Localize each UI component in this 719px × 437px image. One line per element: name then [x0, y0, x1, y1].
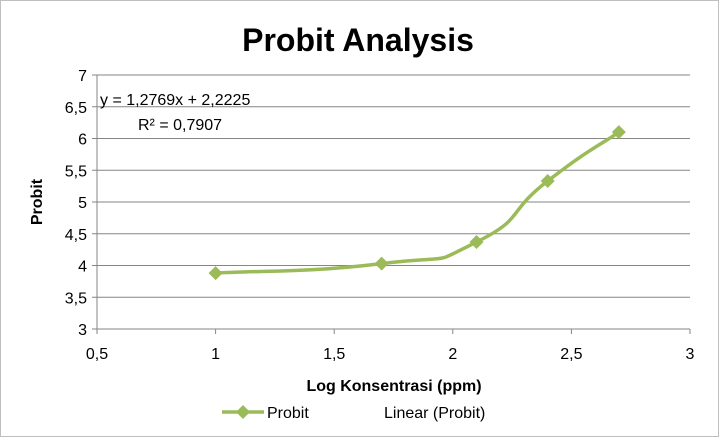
series-markers-probit — [208, 125, 626, 281]
y-tick-label-7: 6,5 — [65, 100, 87, 117]
y-tick-label-0: 3 — [78, 322, 87, 339]
y-tick-label-2: 4 — [78, 259, 87, 276]
y-tick-label-4: 5 — [78, 195, 87, 212]
y-tick-labels: 3 3,5 4 4,5 5 5,5 6 6,5 7 — [65, 68, 87, 339]
y-axis-label: Probit — [29, 178, 46, 225]
y-tick-label-5: 5,5 — [65, 163, 87, 180]
trendline-equation: y = 1,2769x + 2,2225 — [100, 92, 250, 109]
trendline-r-squared: R² = 0,7907 — [138, 117, 222, 134]
x-tick-label-2: 1,5 — [323, 346, 345, 363]
legend: Probit Linear (Probit) — [222, 405, 485, 422]
legend-trendline-label: Linear (Probit) — [384, 405, 485, 422]
axes — [96, 75, 690, 330]
x-tick-labels: 0,5 1 1,5 2 2,5 3 — [86, 346, 695, 363]
x-tick-label-3: 2 — [448, 346, 457, 363]
x-tick-label-5: 3 — [686, 346, 695, 363]
x-tick-label-4: 2,5 — [560, 346, 582, 363]
data-point-4 — [611, 125, 626, 140]
y-tick-label-3: 4,5 — [65, 227, 87, 244]
data-point-0 — [208, 266, 223, 281]
x-tick-label-1: 1 — [211, 346, 220, 363]
y-tick-label-1: 3,5 — [65, 290, 87, 307]
y-tick-label-8: 7 — [78, 68, 87, 85]
data-point-1 — [374, 256, 389, 271]
legend-probit-marker — [236, 405, 250, 419]
x-axis-label: Log Konsentrasi (ppm) — [306, 378, 481, 395]
y-tick-label-6: 6 — [78, 132, 87, 149]
series-line-probit — [213, 130, 621, 275]
x-tick-label-0: 0,5 — [86, 346, 108, 363]
gridlines — [92, 74, 691, 334]
chart-title: Probit Analysis — [242, 22, 474, 58]
data-point-3 — [540, 174, 555, 189]
data-point-2 — [469, 235, 484, 250]
legend-probit-label: Probit — [267, 405, 309, 422]
